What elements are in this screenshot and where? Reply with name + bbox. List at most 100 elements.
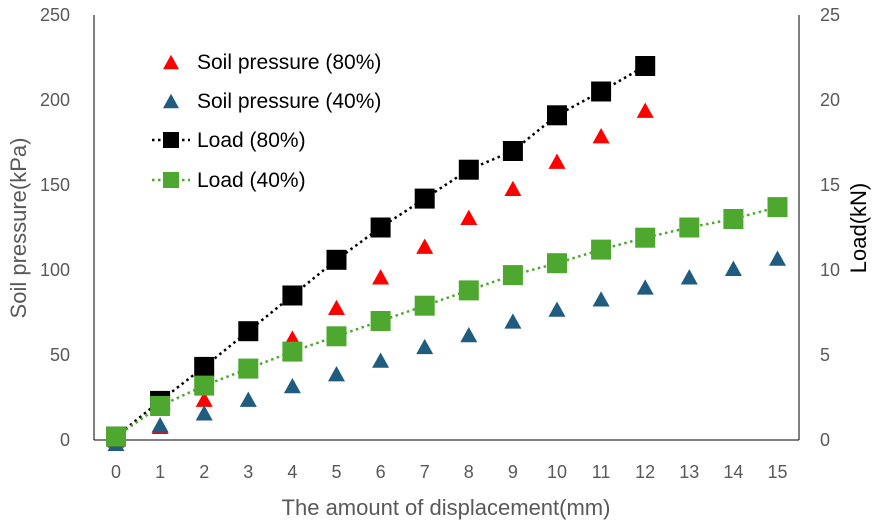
data-point-square: [106, 426, 126, 447]
legend: Soil pressure (80%) Soil pressure (40%) Lo…: [152, 51, 381, 192]
y-tick-label: 100: [40, 260, 70, 280]
series-2: [106, 56, 656, 447]
data-point-square: [326, 326, 347, 347]
legend-item: Soil pressure (80%): [163, 51, 381, 74]
data-point-square: [238, 321, 259, 342]
x-tick-label: 11: [592, 462, 611, 482]
legend-item: Load (80%): [152, 129, 306, 152]
data-point-square: [591, 81, 612, 102]
data-point-triangle: [328, 299, 345, 316]
y2-tick-label: 5: [820, 345, 830, 365]
legend-label: Load (80%): [197, 129, 306, 152]
legend-marker: [163, 54, 179, 70]
x-tick-label: 10: [547, 462, 567, 482]
data-point-triangle: [680, 269, 698, 285]
data-point-square: [591, 239, 612, 260]
data-point-square: [194, 356, 215, 377]
x-tick-label: 9: [508, 462, 518, 482]
series-1: [107, 250, 786, 452]
data-point-triangle: [283, 377, 301, 394]
data-point-square: [723, 209, 744, 229]
y2-axis-title: Load(kN): [846, 183, 871, 273]
data-point-square: [502, 141, 523, 161]
x-tick-label: 1: [155, 462, 165, 482]
data-point-square: [150, 396, 171, 416]
legend-marker: [163, 132, 179, 148]
data-point-square: [370, 217, 391, 238]
data-point-triangle: [239, 391, 257, 407]
legend-label: Load (40%): [197, 169, 306, 192]
data-point-triangle: [636, 279, 654, 295]
legend-marker: [163, 93, 179, 109]
y-tick-label: 0: [60, 430, 70, 450]
y2-tick-label: 10: [820, 260, 840, 280]
data-point-square: [370, 311, 391, 331]
data-point-triangle: [592, 291, 610, 307]
y-tick-label: 250: [40, 5, 70, 25]
series-3: [106, 197, 788, 447]
data-point-square: [502, 265, 523, 286]
y-tick-label: 200: [40, 90, 70, 110]
series-layer: [106, 56, 788, 452]
data-point-triangle: [416, 238, 434, 254]
data-point-triangle: [195, 391, 213, 407]
data-point-triangle: [416, 338, 434, 355]
data-point-triangle: [592, 128, 610, 144]
x-tick-label: 13: [679, 462, 699, 482]
y2-tick-label: 20: [820, 90, 840, 110]
y2-tick-label: 0: [820, 430, 830, 450]
data-point-triangle: [372, 269, 390, 285]
x-axis-title: The amount of displacement(mm): [282, 495, 611, 520]
x-tick-label: 2: [199, 462, 209, 482]
plot-area: [93, 15, 800, 441]
x-tick-label: 14: [723, 462, 743, 482]
x-tick-label: 7: [420, 462, 430, 482]
y-tick-label: 150: [40, 175, 70, 195]
data-point-square: [635, 56, 656, 76]
y2-tick-label: 25: [820, 5, 840, 25]
data-point-square: [238, 358, 259, 379]
x-tick-label: 3: [243, 462, 253, 482]
data-point-triangle: [328, 366, 345, 382]
data-point-square: [679, 217, 700, 238]
data-point-square: [635, 227, 656, 248]
data-point-triangle: [636, 102, 654, 118]
data-point-triangle: [460, 209, 478, 225]
x-tick-label: 6: [376, 462, 386, 482]
x-tick-label: 4: [287, 462, 297, 482]
data-point-triangle: [769, 250, 786, 266]
data-point-triangle: [195, 405, 213, 421]
data-point-square: [547, 253, 567, 274]
data-point-triangle: [724, 260, 742, 276]
x-tick-label: 5: [331, 462, 341, 482]
y-tick-labels: 0 50 100 150 200 250: [40, 5, 70, 450]
y2-tick-labels: 0 5 10 15 20 25: [820, 5, 840, 450]
data-point-square: [414, 295, 435, 316]
y-tick-label: 50: [50, 345, 70, 365]
data-point-square: [282, 285, 303, 306]
x-tick-label: 0: [111, 462, 121, 482]
data-point-square: [414, 188, 435, 209]
data-point-square: [458, 159, 479, 180]
data-point-triangle: [372, 352, 390, 368]
legend-label: Soil pressure (80%): [197, 51, 381, 74]
data-point-triangle: [504, 180, 522, 197]
data-point-square: [326, 249, 347, 270]
legend-item: Load (40%): [152, 169, 306, 192]
x-tick-label: 15: [767, 462, 787, 482]
data-point-triangle: [548, 301, 566, 317]
data-point-square: [547, 105, 567, 126]
data-point-square: [194, 375, 215, 396]
legend-marker: [163, 172, 179, 188]
series-line: [115, 205, 778, 438]
data-point-square: [282, 341, 303, 362]
data-point-triangle: [151, 417, 169, 433]
data-point-triangle: [504, 313, 522, 329]
x-tick-label: 8: [464, 462, 474, 482]
data-point-triangle: [548, 153, 566, 169]
data-point-square: [767, 197, 788, 218]
y-axis-title: Soil pressure(kPa): [6, 138, 31, 319]
legend-label: Soil pressure (40%): [197, 90, 381, 113]
legend-item: Soil pressure (40%): [163, 90, 381, 113]
